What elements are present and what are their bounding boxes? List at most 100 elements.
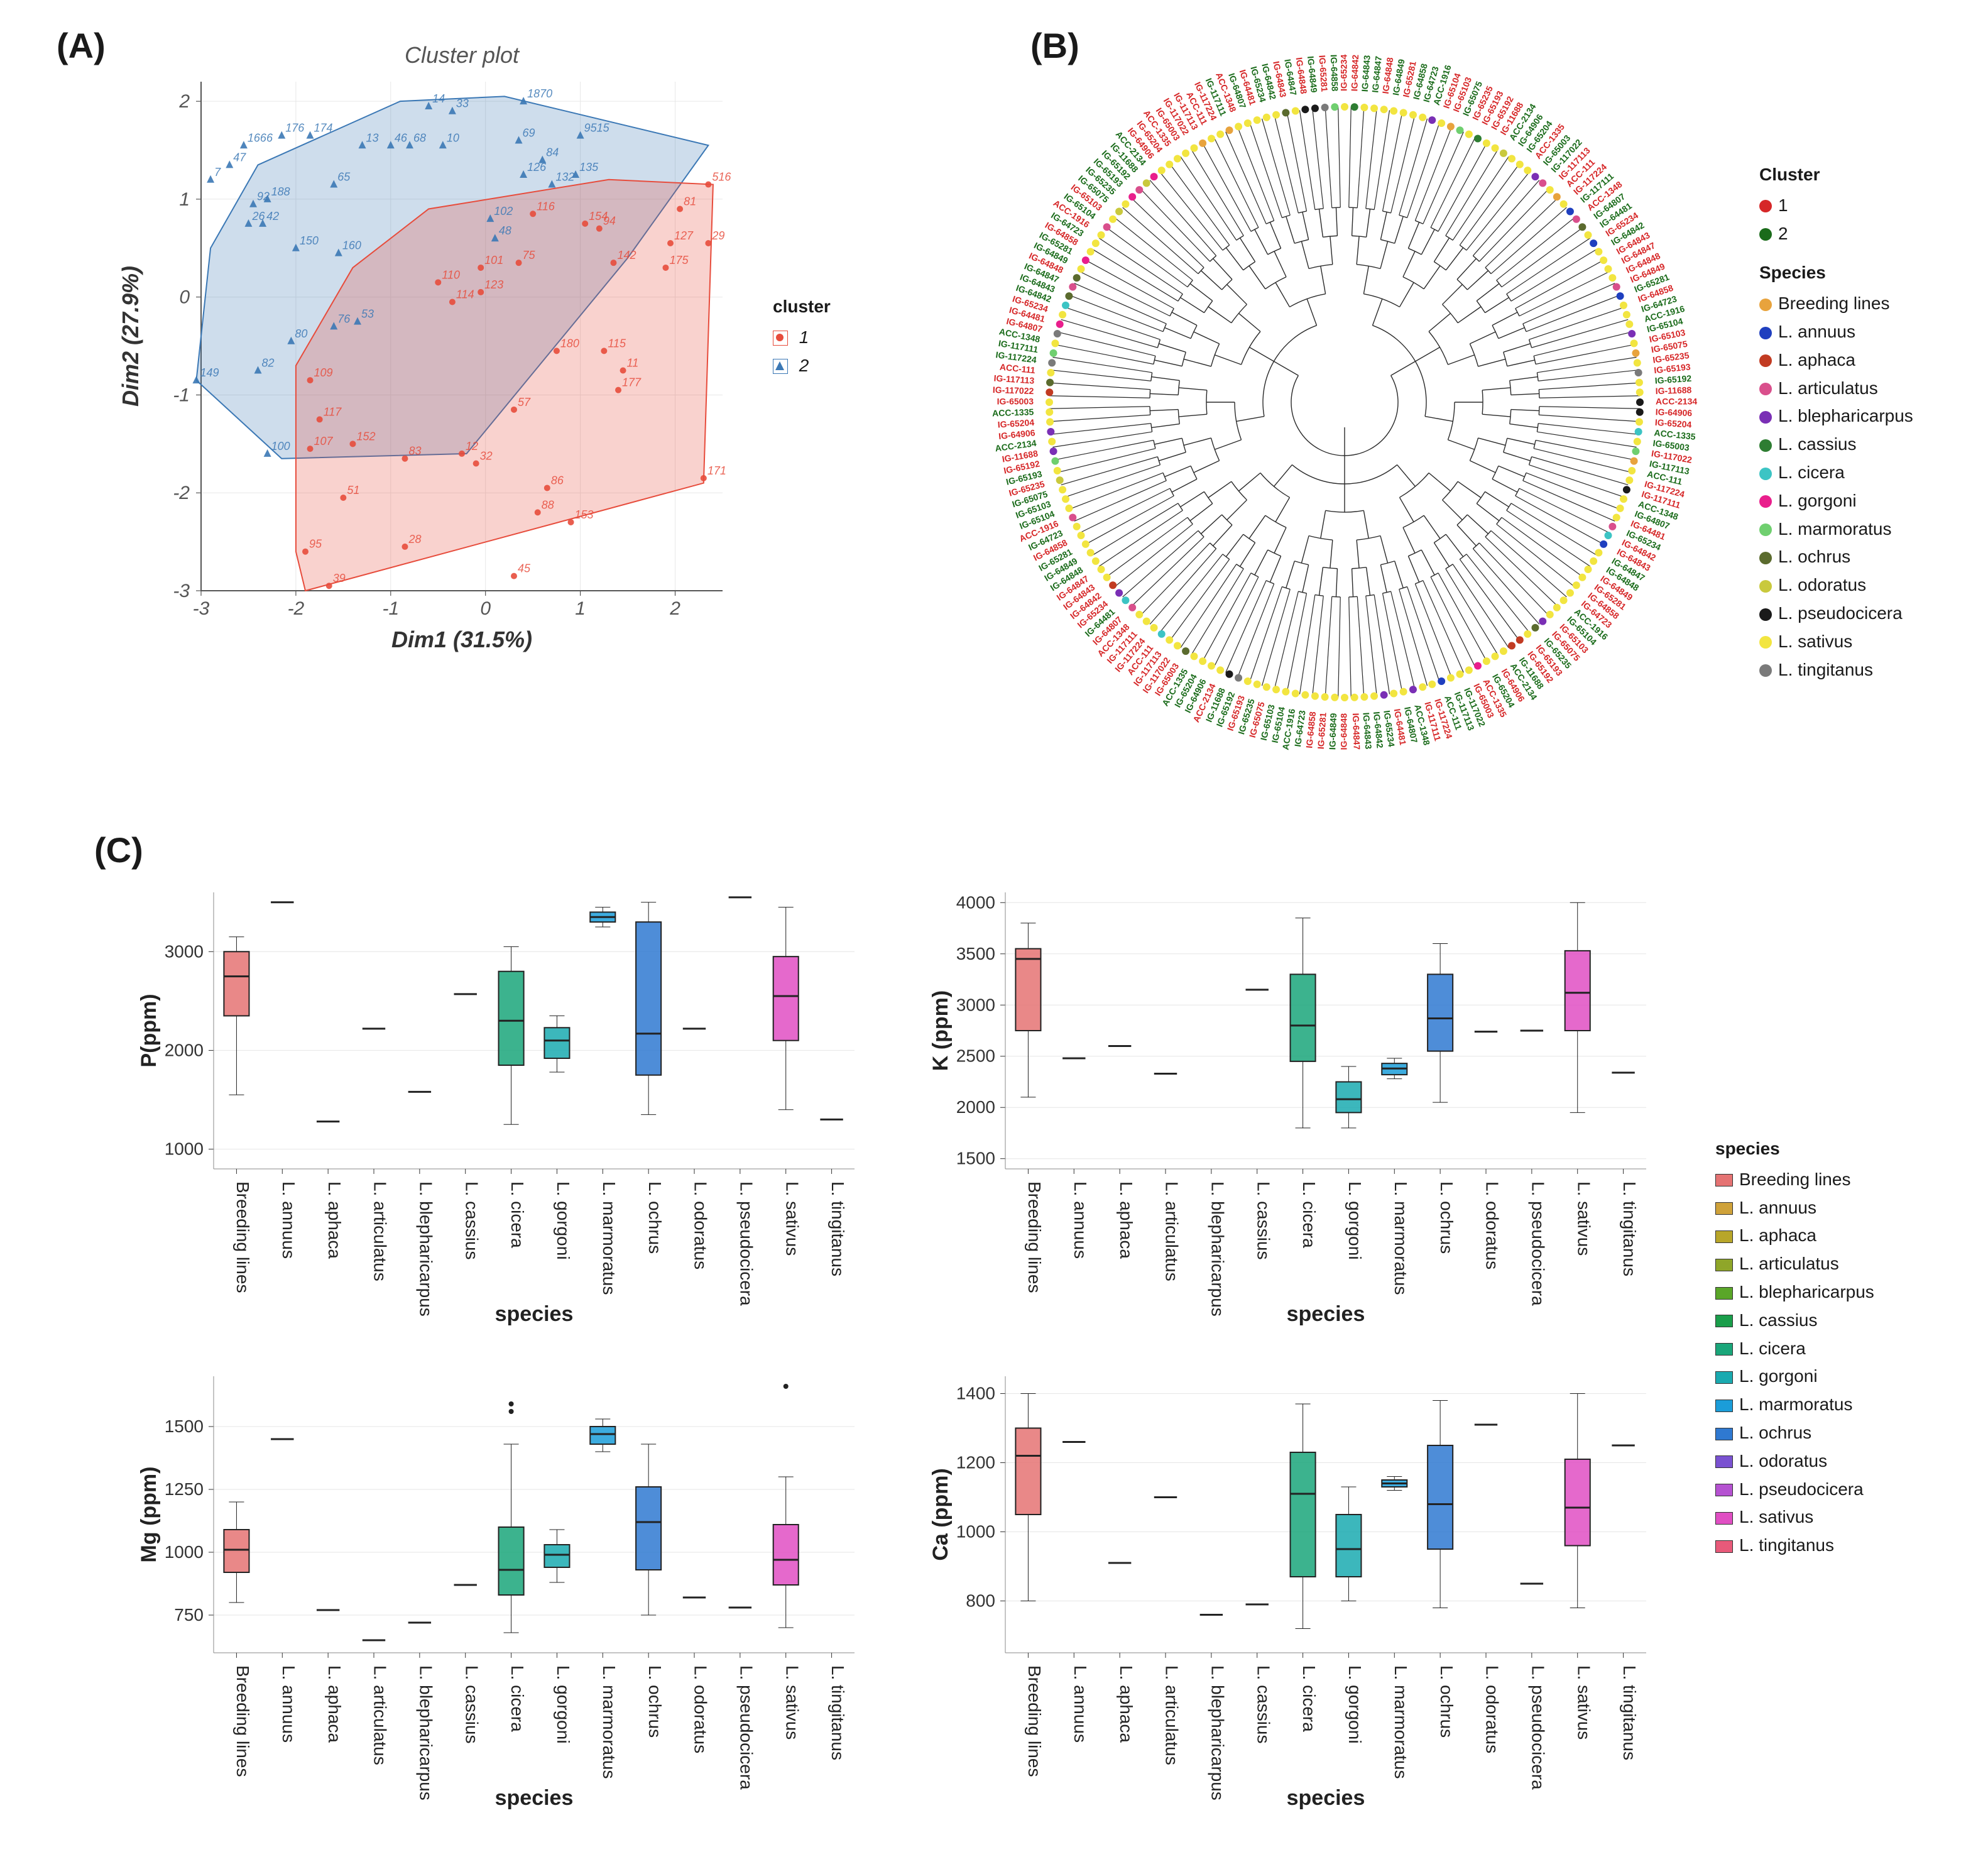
svg-text:1: 1 [575,598,586,619]
svg-text:57: 57 [518,396,531,408]
panel-b-dendrogram: IG-65234IG-64842IG-64843IG-64847IG-64848… [961,19,1728,786]
svg-text:153: 153 [575,508,594,521]
svg-text:-2: -2 [173,483,190,503]
svg-text:116: 116 [537,200,555,212]
panel-c-legend-item: L. cicera [1715,1335,1874,1363]
svg-text:L. marmoratus: L. marmoratus [599,1665,619,1779]
svg-text:L. cicera: L. cicera [508,1665,527,1732]
svg-text:69: 69 [523,126,535,139]
svg-text:L. sativus: L. sativus [1574,1181,1593,1256]
svg-text:Breeding lines: Breeding lines [233,1181,253,1293]
svg-text:L. cicera: L. cicera [508,1181,527,1248]
panel-a-legend-item: 1 [773,324,831,352]
svg-text:0: 0 [179,287,190,308]
panel-a-legend-item: 2 [773,352,831,380]
svg-text:L. annuus: L. annuus [1071,1665,1090,1743]
svg-text:12: 12 [466,440,478,452]
svg-text:L. blepharicarpus: L. blepharicarpus [1208,1665,1227,1800]
svg-text:L. marmoratus: L. marmoratus [1391,1181,1411,1295]
svg-text:IG-64842: IG-64842 [1349,54,1360,91]
panel-c-boxplot-ca: 800100012001400Ca (ppm)speciesBreeding l… [924,1364,1659,1816]
svg-text:1000: 1000 [165,1139,204,1159]
panel-b-species-legend-item: L. tingitanus [1759,656,1913,684]
svg-text:2000: 2000 [956,1097,995,1117]
panel-c-legend-item: L. tingitanus [1715,1532,1874,1560]
svg-text:species: species [495,1302,574,1326]
svg-text:14: 14 [432,92,445,105]
svg-text:L. blepharicarpus: L. blepharicarpus [416,1181,435,1317]
svg-text:1000: 1000 [956,1522,995,1542]
svg-text:95: 95 [309,538,322,551]
svg-text:L. odoratus: L. odoratus [1483,1665,1502,1753]
panel-c-legend-item: L. gorgoni [1715,1362,1874,1391]
svg-text:L. articulatus: L. articulatus [1162,1665,1182,1765]
svg-text:IG-64847: IG-64847 [1351,713,1362,750]
svg-text:Dim1 (31.5%): Dim1 (31.5%) [391,627,532,652]
svg-text:-3: -3 [193,598,210,619]
svg-text:Dim2 (27.9%): Dim2 (27.9%) [117,266,143,407]
panel-b-species-legend-item: L. articulatus [1759,375,1913,403]
svg-text:81: 81 [684,195,696,208]
panel-c-legend-item: L. pseudocicera [1715,1476,1874,1504]
svg-text:L. odoratus: L. odoratus [1483,1181,1502,1269]
svg-text:1200: 1200 [956,1453,995,1472]
svg-text:0: 0 [480,598,491,619]
panel-b-cluster-legend-item: 1 [1759,192,1913,220]
svg-text:88: 88 [542,498,554,511]
panel-a-label: (A) [57,25,106,66]
svg-text:L. articulatus: L. articulatus [371,1181,390,1281]
panel-b-cluster-legend-title: Cluster [1759,161,1913,189]
svg-text:114: 114 [456,288,474,300]
svg-text:L. cassius: L. cassius [1253,1665,1273,1744]
svg-text:132: 132 [555,171,574,184]
panel-b-legend: Cluster 12 Species Breeding linesL. annu… [1759,157,1913,684]
svg-text:L. gorgoni: L. gorgoni [1345,1665,1365,1744]
svg-text:L. aphaca: L. aphaca [1117,1665,1136,1743]
svg-text:29: 29 [711,229,724,242]
panel-b-species-legend-item: L. aphaca [1759,346,1913,375]
svg-text:L. marmoratus: L. marmoratus [599,1181,619,1295]
svg-text:L. annuus: L. annuus [1071,1181,1090,1259]
svg-text:IG-64849: IG-64849 [1327,713,1338,750]
svg-text:135: 135 [579,161,599,173]
svg-text:L. blepharicarpus: L. blepharicarpus [1208,1181,1227,1317]
panel-a-scatter: Cluster plot-3-2-1012-3-2-1012Dim1 (31.5… [113,38,741,666]
panel-b-species-legend-item: L. odoratus [1759,571,1913,600]
svg-text:107: 107 [314,435,334,447]
svg-text:2: 2 [669,598,680,619]
svg-text:149: 149 [200,366,219,379]
svg-text:IG-117022: IG-117022 [993,385,1034,396]
svg-text:150: 150 [300,234,319,247]
svg-text:IG-64848: IG-64848 [1339,713,1349,750]
svg-text:51: 51 [347,484,359,496]
svg-text:175: 175 [669,254,689,266]
svg-text:IG-11688: IG-11688 [1655,385,1691,396]
svg-text:11: 11 [627,357,639,370]
svg-text:3000: 3000 [165,941,204,961]
svg-text:39: 39 [333,572,346,584]
panel-c-legend: species Breeding linesL. annuusL. aphaca… [1715,1131,1874,1560]
panel-c-legend-title: species [1715,1135,1874,1163]
svg-text:82: 82 [262,357,275,370]
svg-text:102: 102 [494,205,513,217]
svg-text:75: 75 [523,249,536,261]
svg-text:L. pseudocicera: L. pseudocicera [736,1665,756,1790]
svg-text:Cluster plot: Cluster plot [405,42,520,68]
svg-text:L. aphaca: L. aphaca [325,1181,344,1259]
svg-text:L. annuus: L. annuus [279,1181,298,1259]
svg-text:117: 117 [324,405,342,418]
panel-a-legend-title: cluster [773,293,831,321]
svg-text:100: 100 [271,440,290,452]
svg-text:160: 160 [342,239,361,252]
panel-b-cluster-legend-item: 2 [1759,220,1913,248]
svg-text:76: 76 [337,312,351,325]
svg-text:1870: 1870 [527,87,552,100]
svg-text:7: 7 [214,166,221,178]
svg-text:Breeding lines: Breeding lines [233,1665,253,1777]
svg-text:1666: 1666 [248,131,273,144]
svg-text:1400: 1400 [956,1384,995,1403]
svg-text:3000: 3000 [956,995,995,1014]
svg-text:83: 83 [408,445,421,458]
svg-text:115: 115 [608,337,626,349]
svg-text:L. ochrus: L. ochrus [1437,1181,1456,1254]
